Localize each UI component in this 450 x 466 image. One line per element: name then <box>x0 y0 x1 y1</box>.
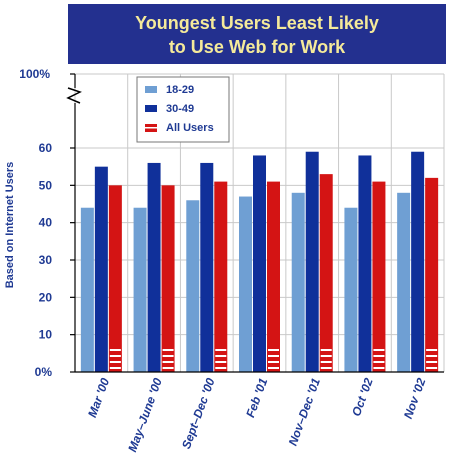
x-tick-label: Feb '01 <box>243 376 270 419</box>
bar-stripe <box>268 349 279 351</box>
legend-swatch-18-29 <box>145 86 157 93</box>
bar-all-users-0 <box>108 185 122 372</box>
y-tick-label: 10 <box>39 328 53 342</box>
bar-stripe <box>162 367 174 369</box>
legend-swatch-30-49 <box>145 105 157 112</box>
chart-title-line-1: Youngest Users Least Likely <box>135 13 379 33</box>
legend-label: 30-49 <box>166 103 194 115</box>
bar-stripe <box>109 361 121 363</box>
bar-18-29-5 <box>344 207 358 372</box>
bar-30-49-4 <box>305 151 319 372</box>
bar-stripe <box>373 349 385 351</box>
bar-30-49-2 <box>200 162 214 372</box>
x-tick-label: Sept–Dec '00 <box>179 376 218 451</box>
bar-18-29-6 <box>397 192 411 372</box>
chart-title: Youngest Users Least Likely to Use Web f… <box>68 4 446 64</box>
bar-stripe <box>215 355 227 357</box>
bar-18-29-2 <box>186 200 200 372</box>
bar-all-users-4 <box>319 174 333 372</box>
bar-all-users-6 <box>425 177 439 372</box>
bar-all-users-1 <box>161 185 175 372</box>
legend-label: 18-29 <box>166 84 194 96</box>
bar-stripe <box>215 367 227 369</box>
bar-30-49-1 <box>147 162 161 372</box>
bar-stripe <box>215 349 227 351</box>
y-tick-label: 20 <box>39 290 53 304</box>
bar-18-29-4 <box>291 192 305 372</box>
bar-stripe <box>426 361 438 363</box>
bar-stripe <box>373 361 385 363</box>
y-axis-title: Based on Internet Users <box>4 162 16 289</box>
y-tick-label: 40 <box>39 216 53 230</box>
legend: 18-29 30-49 All Users <box>136 76 230 143</box>
x-tick-label: Oct '02 <box>349 376 376 418</box>
y-tick-label: 60 <box>39 141 53 155</box>
bar-all-users-3 <box>267 181 280 372</box>
bar-stripe <box>268 355 279 357</box>
bar-stripe <box>320 361 332 363</box>
bar-stripe <box>320 349 332 351</box>
bar-all-users-2 <box>214 181 228 372</box>
bar-30-49-3 <box>253 155 266 372</box>
chart-title-line-2: to Use Web for Work <box>168 37 346 57</box>
legend-swatch-all-users <box>145 124 157 132</box>
x-tick-label: Nov '02 <box>401 376 429 421</box>
x-tick-label: Nov–Dec '01 <box>286 376 324 448</box>
bar-stripe <box>426 355 438 357</box>
y-tick-label: 50 <box>39 178 53 192</box>
bar-stripe <box>426 367 438 369</box>
axis-break-icon <box>66 87 82 104</box>
bars <box>80 151 439 372</box>
bar-stripe <box>320 355 332 357</box>
bar-30-49-5 <box>358 155 372 372</box>
bar-stripe <box>215 361 227 363</box>
bar-stripe <box>373 367 385 369</box>
y-tick-label-top: 100% <box>19 67 50 81</box>
bar-18-29-3 <box>239 196 252 372</box>
bar-stripe <box>162 349 174 351</box>
bar-30-49-6 <box>411 151 425 372</box>
bar-stripe <box>373 355 385 357</box>
bar-stripe <box>109 355 121 357</box>
bar-stripe <box>162 355 174 357</box>
bar-all-users-5 <box>372 181 386 372</box>
bar-stripe <box>109 367 121 369</box>
bar-stripe <box>426 349 438 351</box>
axes <box>66 73 444 373</box>
bar-stripe <box>320 367 332 369</box>
bar-18-29-0 <box>80 207 94 372</box>
x-tick-label: May–June '00 <box>125 376 165 454</box>
bar-stripe <box>268 367 279 369</box>
y-tick-label: 0% <box>35 365 53 379</box>
bar-stripe <box>162 361 174 363</box>
legend-label: All Users <box>166 122 214 134</box>
bar-30-49-0 <box>94 166 108 372</box>
bar-18-29-1 <box>133 207 147 372</box>
y-tick-label: 30 <box>39 253 53 267</box>
bar-stripe <box>268 361 279 363</box>
x-tick-label: Mar '00 <box>85 376 112 420</box>
bar-stripe <box>109 349 121 351</box>
